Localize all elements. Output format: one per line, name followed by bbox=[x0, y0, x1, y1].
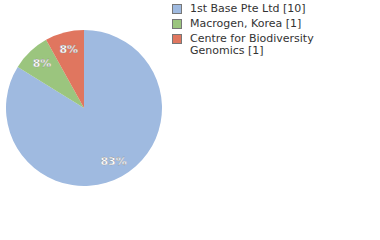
html-text:1st Base Pte Ltd [10]: 1st Base Pte Ltd [10] bbox=[190, 2, 306, 15]
svg-text:8%: 8% bbox=[59, 43, 78, 56]
html-text:Macrogen, Korea [1]: Macrogen, Korea [1] bbox=[190, 17, 302, 30]
html-text:Centre for Biodiversity Genomi: Centre for Biodiversity Genomics [1] bbox=[190, 32, 314, 57]
svg-text:8%: 8% bbox=[33, 57, 52, 70]
svg-text:83%: 83% bbox=[100, 155, 126, 168]
